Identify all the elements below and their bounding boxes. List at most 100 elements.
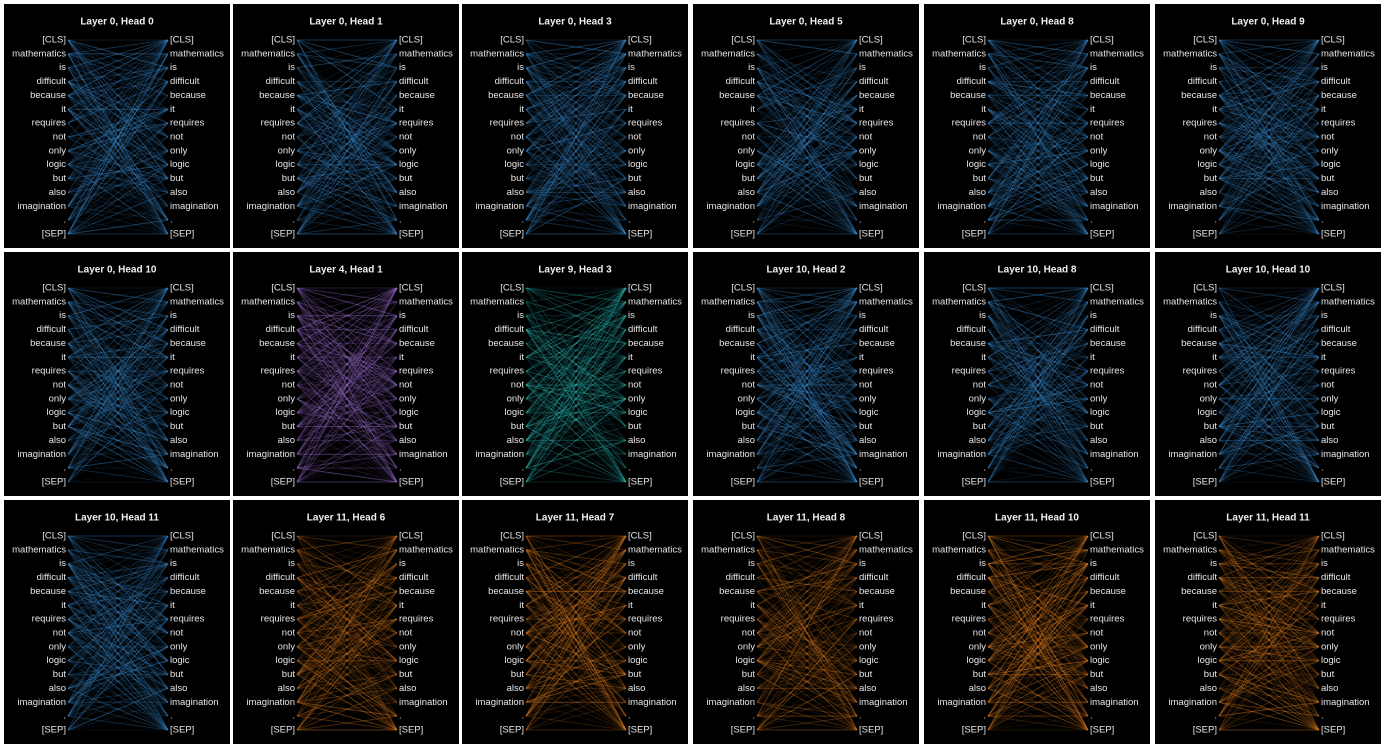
attention-line xyxy=(525,384,627,483)
attention-line xyxy=(1218,453,1320,469)
attention-line xyxy=(67,150,169,235)
target-token: requires xyxy=(859,366,894,377)
source-token: also xyxy=(278,187,295,198)
source-token: [SEP] xyxy=(500,477,524,488)
source-token: . xyxy=(752,711,755,722)
attention-line xyxy=(67,549,169,703)
attention-line xyxy=(1218,384,1320,469)
source-token: also xyxy=(49,187,66,198)
target-token: is xyxy=(170,62,177,73)
attention-line xyxy=(525,412,627,469)
attention-line xyxy=(296,39,398,138)
attention-line xyxy=(1218,95,1320,235)
attention-line xyxy=(1218,108,1320,193)
target-token: imagination xyxy=(859,449,908,460)
target-token: requires xyxy=(1321,614,1356,625)
attention-line xyxy=(756,356,858,414)
attention-line xyxy=(525,150,627,207)
attention-line xyxy=(1218,108,1320,166)
target-token: but xyxy=(399,669,413,680)
attention-line xyxy=(296,81,398,110)
attention-line xyxy=(987,370,1089,455)
attention-line xyxy=(756,439,858,483)
target-token: difficult xyxy=(399,324,429,335)
source-token: [SEP] xyxy=(500,725,524,736)
attention-line xyxy=(756,81,858,179)
attention-line xyxy=(987,301,1089,427)
attention-line xyxy=(67,287,169,455)
attention-line xyxy=(1218,122,1320,138)
attention-line xyxy=(296,108,398,138)
attention-line xyxy=(296,67,398,166)
attention-line xyxy=(67,412,169,455)
attention-line xyxy=(296,535,398,648)
attention-line xyxy=(756,108,858,179)
source-token: it xyxy=(290,104,295,115)
target-token: it xyxy=(1090,104,1095,115)
panel-title: Layer 0, Head 9 xyxy=(1231,17,1305,28)
attention-line xyxy=(67,426,169,455)
attention-line xyxy=(67,591,169,662)
attention-line xyxy=(756,122,858,207)
attention-line xyxy=(756,81,858,152)
attention-line xyxy=(296,81,398,235)
source-token: is xyxy=(59,62,66,73)
target-token: requires xyxy=(399,366,434,377)
attention-line xyxy=(987,287,1089,414)
attention-line xyxy=(756,301,858,469)
source-token: difficult xyxy=(726,76,756,87)
attention-line xyxy=(987,39,1089,110)
attention-line xyxy=(296,136,398,221)
attention-line xyxy=(296,370,398,441)
attention-line xyxy=(525,287,627,427)
attention-line xyxy=(525,315,627,441)
attention-line xyxy=(1218,315,1320,441)
attention-line xyxy=(525,315,627,455)
attention-line xyxy=(756,301,858,483)
attention-line xyxy=(296,356,398,386)
attention-line xyxy=(67,426,169,455)
attention-line xyxy=(525,205,627,221)
attention-line xyxy=(756,370,858,455)
attention-line xyxy=(67,577,169,606)
attention-line xyxy=(1218,412,1320,455)
attention-line xyxy=(1218,67,1320,152)
attention-line xyxy=(987,287,1089,400)
target-token: imagination xyxy=(399,201,448,212)
source-token: mathematics xyxy=(701,48,755,59)
attention-line xyxy=(296,315,398,455)
attention-line xyxy=(756,81,858,96)
attention-line xyxy=(1218,329,1320,427)
attention-line xyxy=(1218,329,1320,386)
attention-line xyxy=(756,301,858,455)
attention-line xyxy=(525,301,627,414)
attention-line xyxy=(296,439,398,469)
source-token: only xyxy=(738,641,756,652)
attention-line xyxy=(67,39,169,96)
target-token: [CLS] xyxy=(859,531,883,542)
attention-line xyxy=(525,53,627,221)
attention-line xyxy=(525,287,627,303)
attention-line xyxy=(525,122,627,166)
target-token: difficult xyxy=(170,572,200,583)
attention-line xyxy=(1218,67,1320,83)
source-token: imagination xyxy=(706,201,755,212)
attention-line xyxy=(296,108,398,207)
target-token: . xyxy=(399,711,402,722)
attention-line xyxy=(756,301,858,414)
attention-line xyxy=(1218,108,1320,235)
attention-line xyxy=(756,164,858,235)
attention-line xyxy=(67,39,169,110)
attention-line xyxy=(756,342,858,358)
attention-line xyxy=(67,590,169,648)
attention-line xyxy=(67,370,169,455)
target-token: imagination xyxy=(859,697,908,708)
attention-line xyxy=(756,342,858,386)
attention-panel: Layer 10, Head 10[CLS] [CLS]mathematics ma… xyxy=(1155,252,1381,496)
target-token: . xyxy=(399,463,402,474)
attention-line xyxy=(1218,67,1320,207)
attention-line xyxy=(67,632,169,717)
attention-line xyxy=(296,67,398,193)
attention-line xyxy=(756,384,858,483)
attention-line xyxy=(67,53,169,138)
